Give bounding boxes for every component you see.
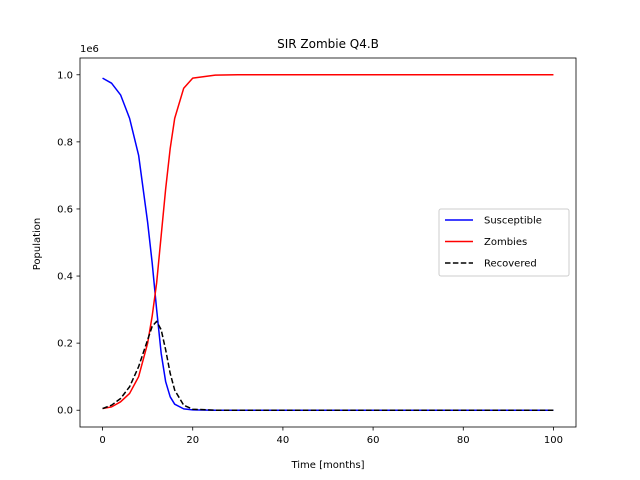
y-offset-label: 1e6 — [80, 44, 99, 55]
plot-area — [79, 57, 577, 428]
y-tick-label: 0.8 — [57, 137, 73, 148]
chart-title: SIR Zombie Q4.B — [277, 37, 379, 51]
legend-label-zombies: Zombies — [484, 237, 527, 248]
x-tick-label: 80 — [457, 435, 470, 446]
y-tick-label: 0.2 — [57, 339, 73, 350]
x-tick-label: 100 — [544, 435, 563, 446]
x-tick-label: 40 — [277, 435, 290, 446]
y-tick-label: 0.4 — [57, 272, 73, 283]
legend-label-recovered: Recovered — [484, 259, 537, 270]
series-line-susceptible — [102, 77, 554, 411]
legend-label-susceptible: Susceptible — [484, 216, 542, 227]
y-tick-label: 0.6 — [57, 204, 73, 215]
plot-frame — [79, 57, 577, 428]
x-tick-label: 60 — [367, 435, 380, 446]
y-tick-label: 0.0 — [57, 406, 73, 417]
x-tick-label: 20 — [186, 435, 199, 446]
x-tick-label: 0 — [99, 435, 105, 446]
series-line-zombies — [102, 74, 554, 410]
legend: Susceptible Zombies Recovered — [438, 208, 570, 277]
series-line-recovered — [102, 320, 554, 411]
y-tick-label: 1.0 — [57, 70, 73, 81]
y-axis: 0.0 0.2 0.4 0.6 0.8 1.0 — [57, 70, 80, 417]
x-axis: 0 20 40 60 80 100 — [99, 427, 563, 446]
y-axis-label: Population — [32, 218, 43, 271]
x-axis-label: Time [months] — [290, 460, 364, 471]
legend-box — [438, 208, 570, 277]
